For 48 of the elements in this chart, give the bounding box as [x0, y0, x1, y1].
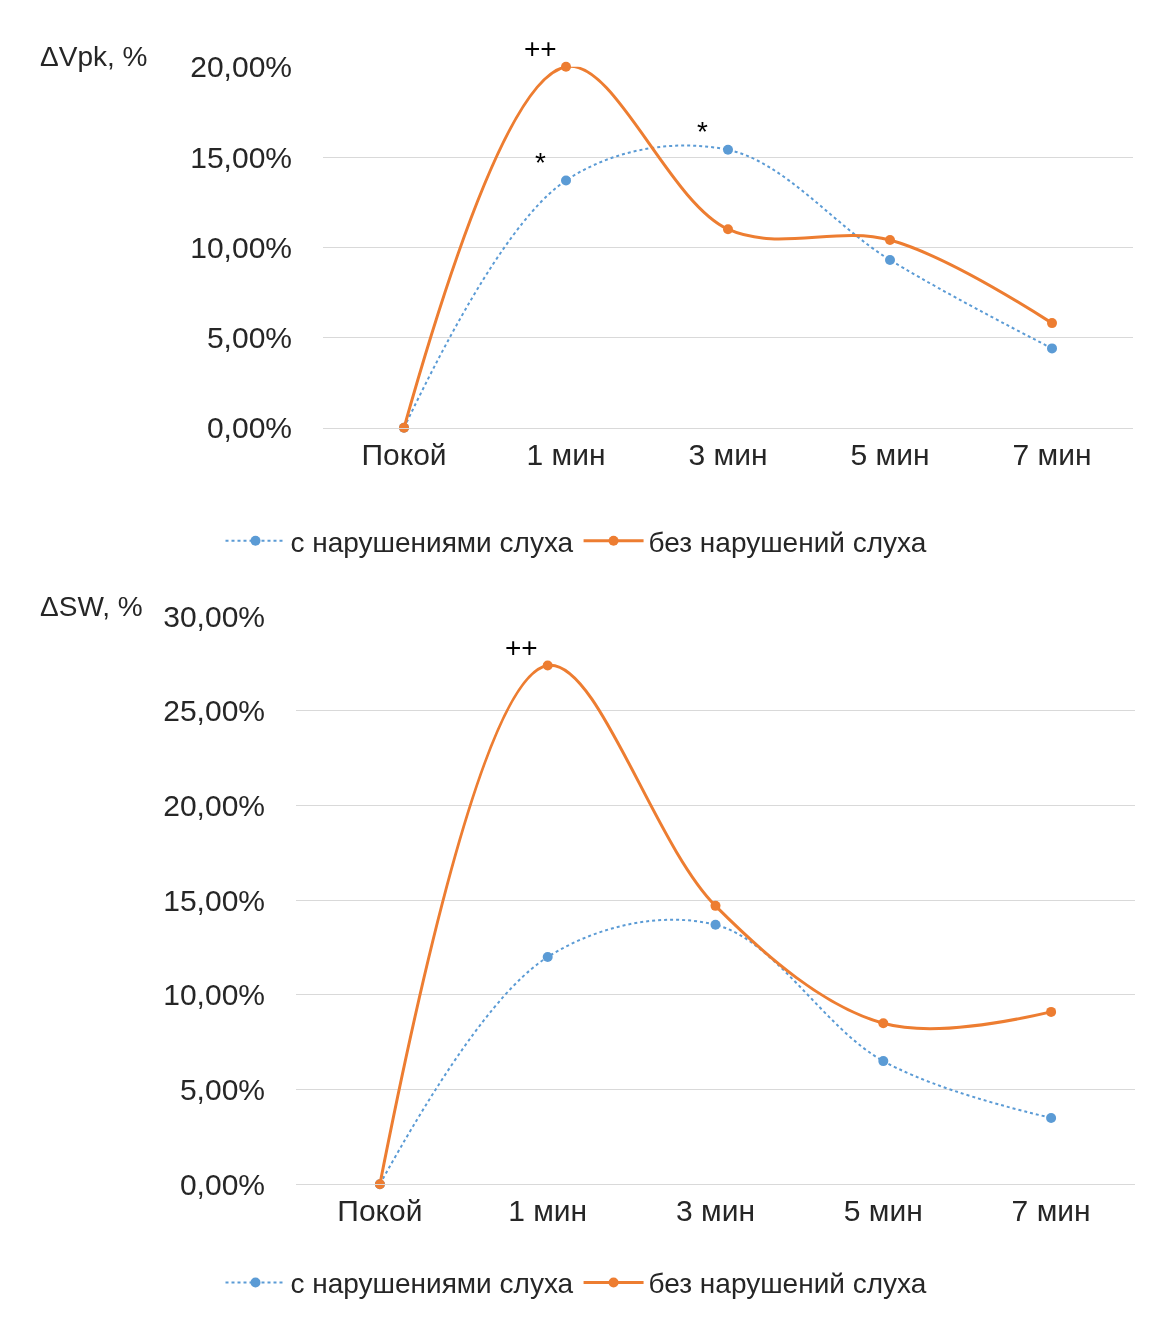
x-tick-label: 3 мин	[688, 437, 768, 471]
point	[878, 1018, 889, 1029]
point	[1046, 1112, 1057, 1123]
point	[723, 144, 733, 155]
y-tick-label: 15,00%	[190, 140, 292, 174]
legend-label: с нарушениями слуха	[290, 1268, 574, 1300]
y-tick-label: 25,00%	[163, 694, 265, 728]
x-tick-label: Покой	[361, 437, 447, 471]
point	[710, 900, 721, 911]
x-tick-label: 5 мин	[850, 437, 930, 471]
annotation: *	[697, 116, 708, 147]
y-tick-label: 15,00%	[163, 883, 265, 917]
point	[1046, 1006, 1057, 1017]
y-tick-label: 20,00%	[163, 789, 265, 823]
point	[710, 919, 721, 930]
point	[723, 224, 733, 235]
y-tick-label: 0,00%	[206, 411, 292, 445]
y-tick-label: 10,00%	[163, 978, 265, 1012]
y-tick-label: 10,00%	[190, 230, 292, 264]
x-tick-label: 1 мин	[526, 437, 606, 471]
annotation: *	[535, 147, 546, 178]
point	[878, 1056, 889, 1067]
x-tick-label: 5 мин	[843, 1194, 923, 1228]
annotation: ++	[505, 632, 538, 663]
point	[1047, 343, 1057, 354]
x-tick-label: 1 мин	[508, 1194, 588, 1228]
point	[1047, 318, 1057, 329]
y-tick-label: 20,00%	[190, 50, 292, 84]
legend-label: с нарушениями слуха	[290, 526, 574, 558]
y-tick-label: 30,00%	[163, 599, 265, 633]
point	[885, 254, 895, 265]
point	[561, 175, 571, 186]
point	[542, 951, 553, 962]
x-tick-label: 7 мин	[1012, 437, 1092, 471]
y-tick-label: 5,00%	[179, 1073, 265, 1107]
legend-label: без нарушений слуха	[648, 526, 927, 558]
y-axis-title: ΔSW, %	[40, 591, 143, 622]
annotation: ++	[524, 33, 557, 64]
point	[561, 61, 571, 72]
point	[542, 660, 553, 671]
point	[885, 235, 895, 246]
x-tick-label: Покой	[337, 1194, 423, 1228]
y-tick-label: 0,00%	[179, 1167, 265, 1201]
x-tick-label: 3 мин	[676, 1194, 755, 1228]
y-tick-label: 5,00%	[206, 321, 292, 355]
legend-label: без нарушений слуха	[648, 1268, 927, 1300]
y-axis-title: ΔVpk, %	[40, 41, 148, 72]
x-tick-label: 7 мин	[1011, 1194, 1091, 1228]
